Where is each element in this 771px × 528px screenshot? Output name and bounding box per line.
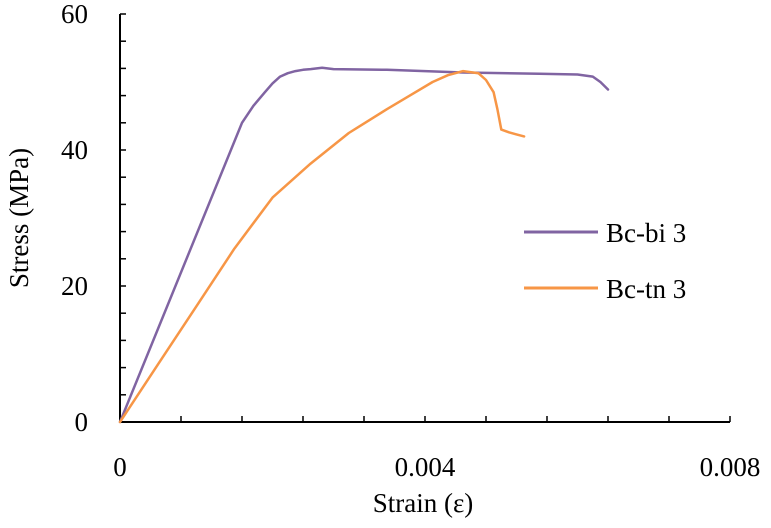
y-tick-label: 20 — [61, 271, 88, 301]
y-tick-label: 60 — [61, 0, 88, 29]
x-tick-label: 0 — [113, 452, 127, 482]
y-tick-label: 0 — [75, 407, 89, 437]
x-axis-title: Strain (ε) — [373, 488, 474, 518]
y-tick-labels: 0 20 40 60 — [61, 0, 88, 437]
legend-label-bc-bi-3: Bc-bi 3 — [606, 218, 686, 248]
y-tick-label: 40 — [61, 135, 88, 165]
x-tick-label: 0.004 — [395, 452, 456, 482]
x-tick-label: 0.008 — [700, 452, 761, 482]
series-line-bc-bi-3 — [118, 66, 610, 424]
series-line-bc-tn-3 — [118, 69, 526, 424]
series-lines — [118, 66, 610, 424]
legend: Bc-bi 3 Bc-tn 3 — [524, 218, 686, 304]
x-tick-labels: 0 0.004 0.008 — [113, 452, 760, 482]
y-axis-title: Stress (MPa) — [4, 148, 34, 288]
legend-label-bc-tn-3: Bc-tn 3 — [606, 274, 686, 304]
